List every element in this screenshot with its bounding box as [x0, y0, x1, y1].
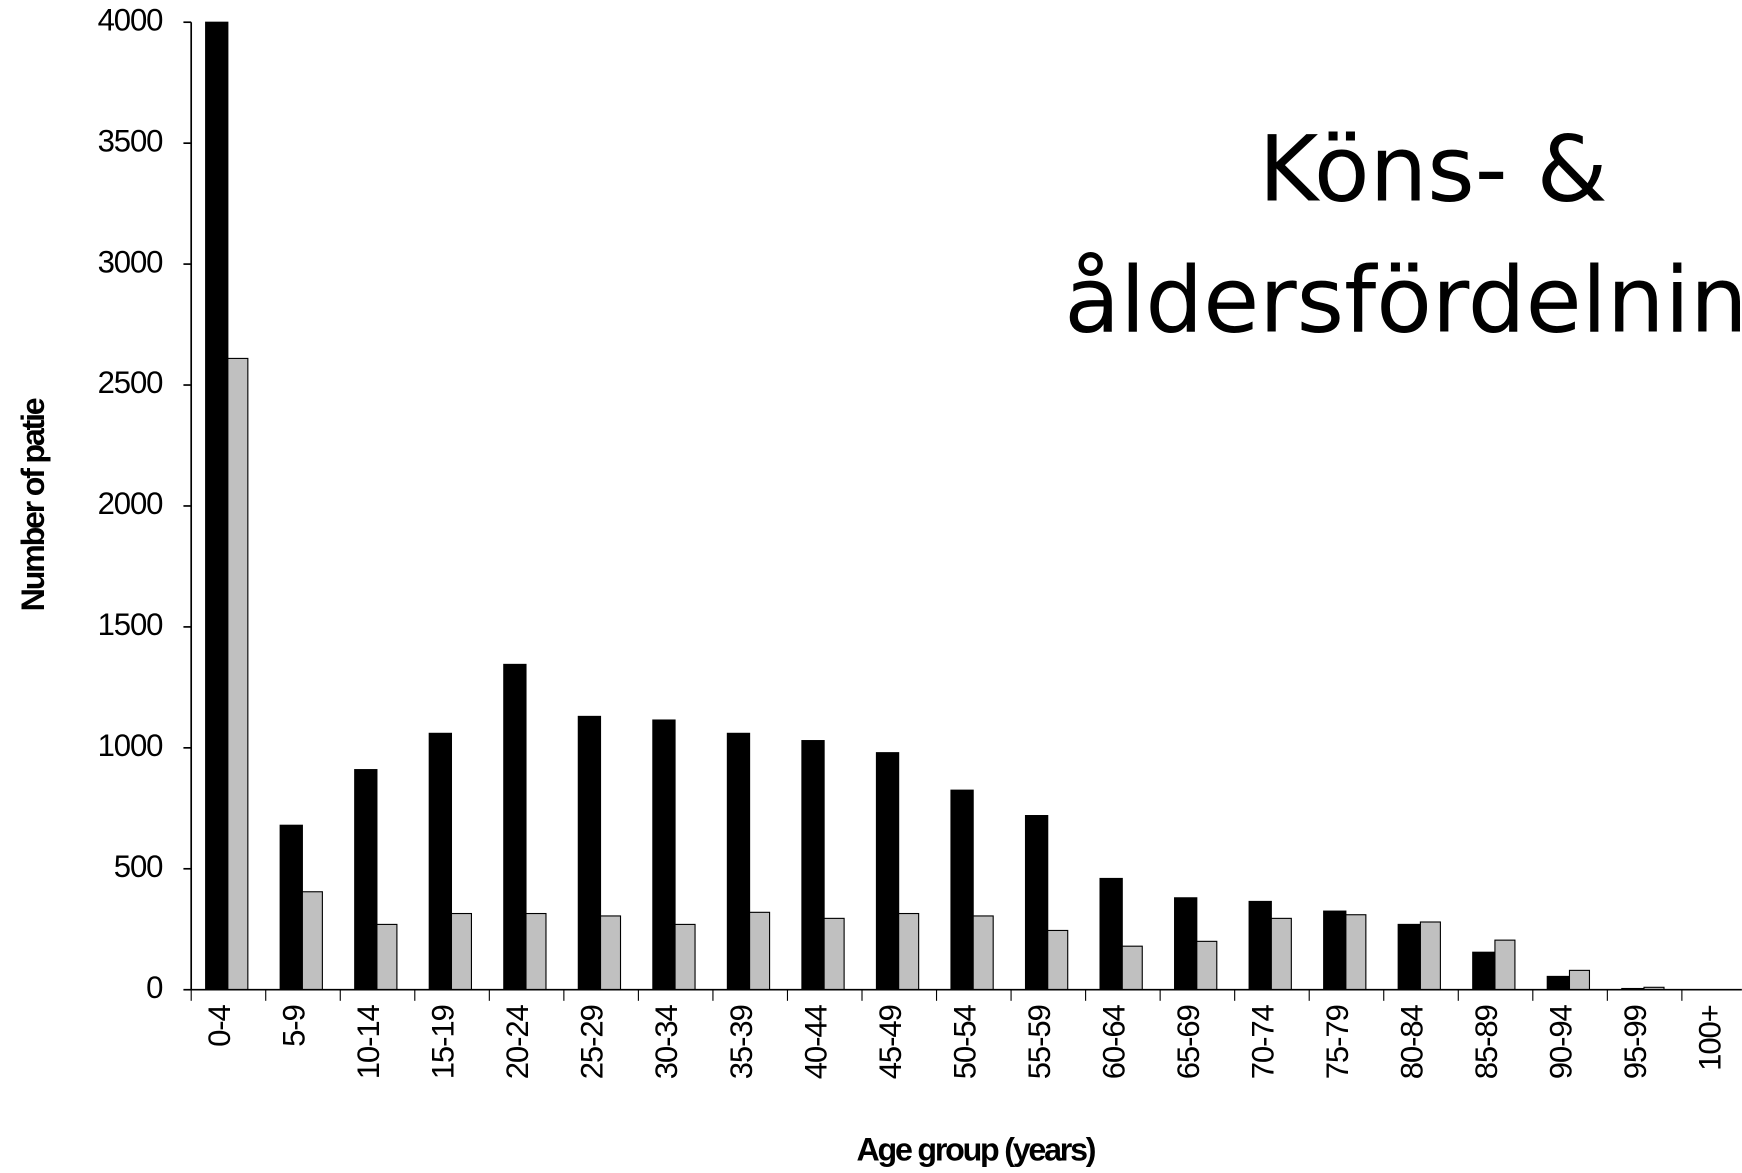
bar	[749, 911, 771, 991]
x-tick-label: 50-54	[947, 1004, 982, 1079]
x-tick-label: 20-24	[500, 1004, 535, 1079]
bar	[1099, 877, 1123, 991]
bar	[674, 923, 696, 991]
x-tick-label: 10-14	[351, 1004, 386, 1079]
x-tick-label: 40-44	[798, 1004, 833, 1079]
bar	[205, 21, 229, 991]
x-tick-label: 25-29	[575, 1005, 610, 1079]
bar	[227, 357, 249, 991]
y-tick-label: 500	[114, 849, 163, 884]
x-tick-label: 5-9	[277, 1005, 312, 1047]
x-tick-label: 70-74	[1245, 1004, 1280, 1079]
bar	[1494, 939, 1516, 991]
x-tick-label: 30-34	[649, 1004, 684, 1079]
bar	[652, 719, 676, 991]
bar	[301, 891, 323, 991]
bar	[972, 915, 994, 991]
x-tick-label: 95-99	[1618, 1005, 1653, 1079]
bar	[801, 740, 825, 991]
bar	[1472, 951, 1496, 991]
bar	[599, 915, 622, 991]
chart-title-line-2: åldersfördelnin	[1064, 247, 1742, 353]
bar	[1121, 945, 1143, 991]
bar	[376, 923, 398, 991]
x-tick-label: 65-69	[1171, 1005, 1206, 1079]
x-tick-label: 35-39	[724, 1005, 759, 1079]
x-tick-label: 75-79	[1320, 1005, 1355, 1079]
bar	[1546, 975, 1571, 991]
bar	[503, 663, 527, 991]
bar	[823, 917, 845, 991]
x-axis-title: Age group (years)	[857, 1131, 1096, 1167]
bar	[1345, 914, 1367, 991]
bar	[279, 824, 303, 991]
y-tick-label: 0	[146, 970, 163, 1005]
bar	[898, 912, 920, 991]
chart-title-line-1: Köns- &	[1259, 116, 1608, 222]
y-tick-label: 2000	[98, 486, 164, 521]
bar	[450, 912, 473, 991]
bar	[1024, 815, 1049, 991]
x-tick-label: 85-89	[1469, 1005, 1504, 1079]
bar	[1196, 940, 1218, 991]
bar	[577, 715, 602, 991]
bar	[428, 732, 453, 991]
bar	[1397, 923, 1421, 991]
bar	[525, 912, 547, 991]
bar	[1568, 969, 1591, 991]
bar	[1174, 897, 1198, 991]
y-tick-label: 1000	[98, 728, 164, 763]
bar	[354, 769, 378, 991]
x-tick-label: 100+	[1693, 1005, 1728, 1071]
y-tick-label: 4000	[98, 2, 164, 37]
bar	[1323, 910, 1347, 991]
y-tick-label: 2500	[98, 365, 164, 400]
bar	[875, 752, 900, 991]
x-tick-label: 45-49	[873, 1005, 908, 1079]
bar	[950, 789, 974, 991]
bar	[1047, 929, 1069, 991]
bar	[726, 732, 751, 991]
x-tick-label: 90-94	[1544, 1004, 1579, 1079]
x-tick-label: 15-19	[426, 1005, 461, 1079]
bar	[1248, 900, 1272, 991]
bar	[1270, 917, 1292, 991]
bar	[1419, 921, 1441, 991]
x-tick-label: 60-64	[1096, 1004, 1131, 1079]
x-tick-label: 80-84	[1395, 1004, 1430, 1079]
x-tick-label: 0-4	[202, 1004, 237, 1046]
y-tick-label: 3000	[98, 244, 164, 279]
y-tick-label: 3500	[98, 123, 164, 158]
y-tick-label: 1500	[98, 607, 164, 642]
x-tick-label: 55-59	[1022, 1005, 1057, 1079]
y-axis-title: Number of patie	[15, 398, 51, 611]
